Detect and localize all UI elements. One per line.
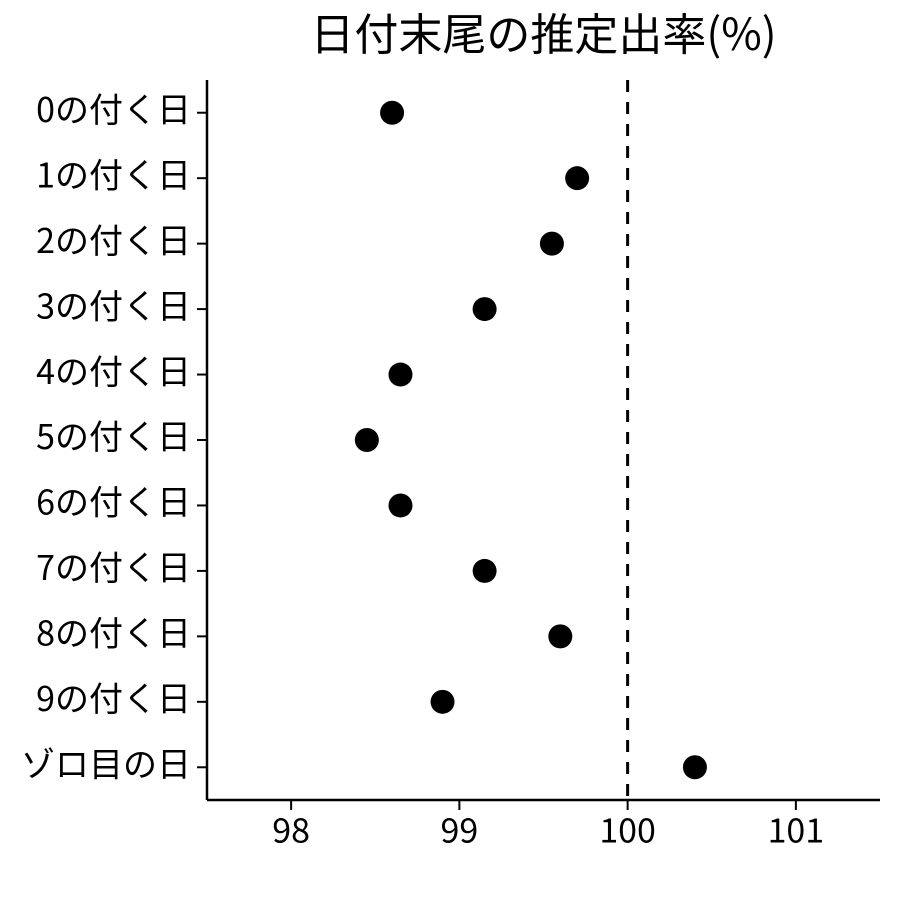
x-tick-label: 101: [768, 803, 825, 852]
data-point: [473, 297, 497, 321]
dot-chart: 日付末尾の推定出率(%) 0の付く日 1の付く日 2の付く日 3の付く日 4の付く日 5の付…: [0, 0, 900, 900]
data-point: [388, 493, 412, 517]
y-tick-label: 3の付く日: [36, 279, 191, 328]
chart-title: 日付末尾の推定出率(%): [310, 0, 776, 63]
x-tick-label: 98: [272, 803, 310, 852]
data-point: [565, 166, 589, 190]
data-point: [355, 428, 379, 452]
y-tick-label: 1の付く日: [36, 148, 191, 197]
y-tick-label: 6の付く日: [36, 476, 191, 525]
y-tick-label: 4の付く日: [36, 345, 191, 394]
data-point: [540, 232, 564, 256]
data-point: [431, 690, 455, 714]
x-tick-label: 100: [599, 803, 656, 852]
y-tick-label: 8の付く日: [36, 607, 191, 656]
y-tick-label: ゾロ目の日: [21, 738, 191, 787]
data-point: [683, 755, 707, 779]
y-tick-label: 2の付く日: [36, 214, 191, 263]
data-point: [380, 101, 404, 125]
y-tick-label: 5の付く日: [36, 410, 191, 459]
y-tick-label: 9の付く日: [36, 672, 191, 721]
y-tick-label: 7の付く日: [36, 541, 191, 590]
x-tick-label: 99: [441, 803, 479, 852]
y-tick-label: 0の付く日: [36, 83, 191, 132]
data-point: [548, 624, 572, 648]
data-point: [473, 559, 497, 583]
data-point: [388, 363, 412, 387]
